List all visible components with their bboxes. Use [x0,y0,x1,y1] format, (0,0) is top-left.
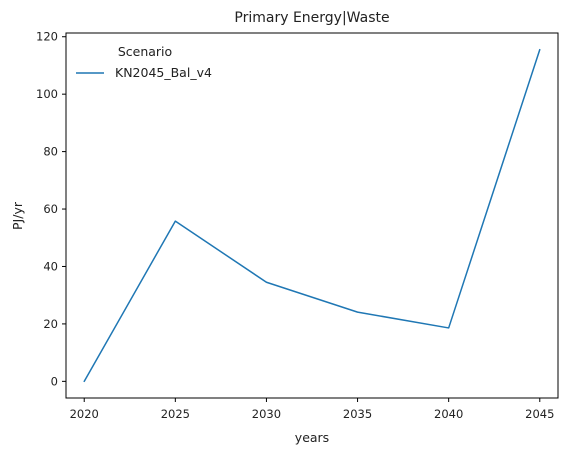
y-axis-ticks: 0 20 40 60 80 100 120 [36,30,66,388]
x-axis-label: years [295,430,329,445]
series-layer [83,48,541,383]
y-tick-label: 80 [43,145,58,159]
y-tick-label: 120 [36,30,58,44]
legend-title: Scenario [118,44,172,59]
y-tick-label: 60 [43,202,58,216]
plot-area-frame [65,32,559,399]
y-tick-label: 20 [43,317,58,331]
legend: Scenario KN2045_Bal_v4 [76,44,212,80]
x-tick-label: 2020 [70,407,99,421]
x-axis-ticks: 2020 2025 2030 2035 2040 2045 [70,398,554,421]
x-tick-label: 2040 [434,407,463,421]
y-tick-label: 100 [36,87,58,101]
y-tick-label: 40 [43,259,58,273]
x-tick-label: 2035 [343,407,372,421]
x-tick-label: 2025 [161,407,190,421]
x-tick-label: 2030 [252,407,281,421]
y-axis-label: PJ/yr [10,201,25,230]
chart-title: Primary Energy|Waste [234,10,389,26]
y-tick-label: 0 [51,374,58,388]
legend-label-kn2045-bal-v4: KN2045_Bal_v4 [115,65,212,80]
x-tick-label: 2045 [525,407,554,421]
series-line-kn2045-bal-v4 [83,48,541,383]
